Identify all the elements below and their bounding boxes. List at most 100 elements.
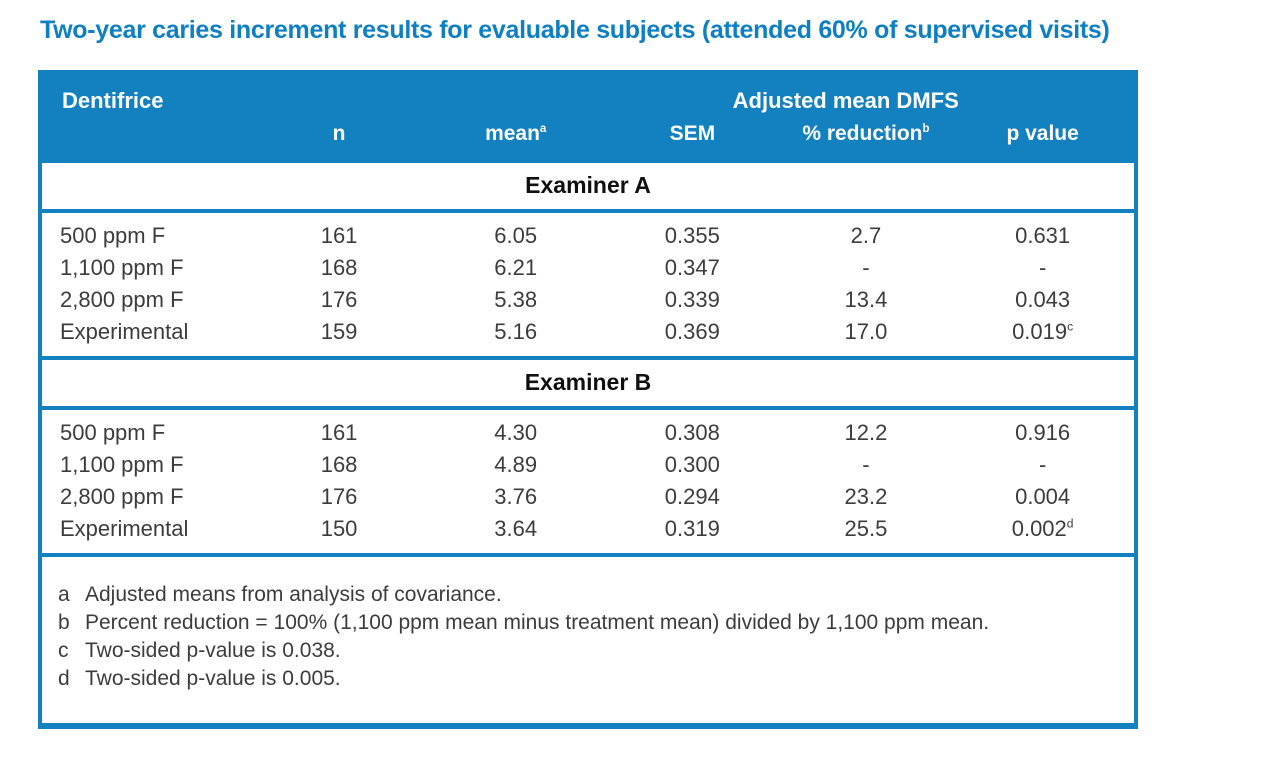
cell-sem: 0.308 — [604, 408, 781, 449]
cell-n: 176 — [250, 481, 428, 513]
table-row: 2,800 ppm F 176 3.76 0.294 23.2 0.004 — [40, 481, 1136, 513]
footnote-ref-a: a — [539, 123, 547, 135]
cell-pvalue: 0.631 — [951, 211, 1136, 252]
section-examiner-a: Examiner A 500 ppm F 161 6.05 0.355 2.7 … — [40, 159, 1136, 358]
col-group-adjusted-mean-dmfs: Adjusted mean DMFS — [427, 72, 1136, 118]
cell-dentifrice: 1,100 ppm F — [40, 252, 251, 284]
section-band: Examiner A — [40, 159, 1136, 213]
cell-sem: 0.355 — [604, 211, 781, 252]
footnote-text: Adjusted means from analysis of covarian… — [85, 583, 502, 606]
footnotes-cell: a Adjusted means from analysis of covari… — [40, 553, 1136, 726]
cell-sem: 0.294 — [604, 481, 781, 513]
cell-reduction: 12.2 — [780, 408, 952, 449]
cell-dentifrice: Experimental — [40, 316, 251, 358]
cell-mean: 6.21 — [427, 252, 605, 284]
pvalue-text: 0.043 — [1015, 287, 1071, 312]
cell-mean: 4.89 — [427, 449, 605, 481]
col-header-mean-label: mean — [485, 122, 540, 145]
cell-reduction: 13.4 — [780, 284, 952, 316]
footnote-marker: a — [58, 583, 70, 606]
table-title: Two-year caries increment results for ev… — [40, 16, 1110, 44]
cell-dentifrice: Experimental — [40, 513, 251, 555]
col-header-spacer — [40, 118, 251, 161]
cell-n: 176 — [250, 284, 428, 316]
cell-pvalue: 0.043 — [951, 284, 1136, 316]
cell-dentifrice: 500 ppm F — [40, 211, 251, 252]
footnote-ref-d: d — [1066, 516, 1074, 531]
table-header: Dentifrice Adjusted mean DMFS n meana SE… — [40, 72, 1136, 161]
cell-reduction: 17.0 — [780, 316, 952, 358]
footnote-b: b Percent reduction = 100% (1,100 ppm me… — [58, 609, 1118, 637]
cell-dentifrice: 1,100 ppm F — [40, 449, 251, 481]
pvalue-text: - — [1038, 255, 1047, 280]
cell-dentifrice: 500 ppm F — [40, 408, 251, 449]
cell-pvalue: 0.916 — [951, 408, 1136, 449]
cell-reduction: 23.2 — [780, 481, 952, 513]
pvalue-text: 0.916 — [1015, 420, 1071, 445]
pvalue-text: 0.004 — [1015, 484, 1071, 509]
footnote-a: a Adjusted means from analysis of covari… — [58, 581, 1118, 609]
cell-n: 168 — [250, 449, 428, 481]
cell-n: 161 — [250, 211, 428, 252]
cell-pvalue: 0.002d — [951, 513, 1136, 555]
cell-sem: 0.347 — [604, 252, 781, 284]
cell-sem: 0.300 — [604, 449, 781, 481]
col-header-sem: SEM — [604, 118, 781, 161]
col-header-sem-label: SEM — [669, 122, 716, 145]
cell-n: 161 — [250, 408, 428, 449]
section-examiner-b: Examiner B 500 ppm F 161 4.30 0.308 12.2… — [40, 356, 1136, 555]
col-header-reduction-label: % reduction — [802, 122, 923, 145]
table-row: 500 ppm F 161 4.30 0.308 12.2 0.916 — [40, 408, 1136, 449]
cell-sem: 0.369 — [604, 316, 781, 358]
cell-n: 159 — [250, 316, 428, 358]
section-title-examiner-a: Examiner A — [40, 159, 1136, 213]
cell-pvalue: - — [951, 449, 1136, 481]
footnote-d: d Two-sided p-value is 0.005. — [58, 665, 1118, 693]
col-header-n: n — [250, 118, 428, 161]
cell-pvalue: 0.004 — [951, 481, 1136, 513]
footnote-text: Two-sided p-value is 0.038. — [85, 639, 341, 662]
cell-mean: 3.64 — [427, 513, 605, 555]
cell-reduction: 25.5 — [780, 513, 952, 555]
footnote-c: c Two-sided p-value is 0.038. — [58, 637, 1118, 665]
col-header-reduction: % reductionb — [780, 118, 952, 161]
footnote-marker: d — [58, 667, 70, 690]
footnote-text: Two-sided p-value is 0.005. — [85, 667, 341, 690]
cell-mean: 3.76 — [427, 481, 605, 513]
cell-sem: 0.339 — [604, 284, 781, 316]
cell-n: 150 — [250, 513, 428, 555]
cell-reduction: - — [780, 449, 952, 481]
caries-results-table: Dentifrice Adjusted mean DMFS n meana SE… — [38, 70, 1138, 729]
footnotes-section: a Adjusted means from analysis of covari… — [40, 553, 1136, 726]
cell-reduction: 2.7 — [780, 211, 952, 252]
cell-mean: 6.05 — [427, 211, 605, 252]
pvalue-text: - — [1038, 452, 1047, 477]
col-header-mean: meana — [427, 118, 605, 161]
cell-sem: 0.319 — [604, 513, 781, 555]
cell-mean: 5.38 — [427, 284, 605, 316]
footnote-ref-b: b — [922, 123, 930, 135]
footnote-ref-c: c — [1067, 319, 1074, 334]
col-header-pvalue-label: p value — [1006, 122, 1079, 145]
col-header-n-label: n — [332, 122, 346, 145]
pvalue-text: 0.631 — [1015, 223, 1071, 248]
table-row: 500 ppm F 161 6.05 0.355 2.7 0.631 — [40, 211, 1136, 252]
cell-dentifrice: 2,800 ppm F — [40, 481, 251, 513]
table-row: 2,800 ppm F 176 5.38 0.339 13.4 0.043 — [40, 284, 1136, 316]
cell-mean: 5.16 — [427, 316, 605, 358]
cell-pvalue: 0.019c — [951, 316, 1136, 358]
cell-dentifrice: 2,800 ppm F — [40, 284, 251, 316]
table-row: 1,100 ppm F 168 4.89 0.300 - - — [40, 449, 1136, 481]
pvalue-text: 0.019 — [1012, 319, 1068, 344]
section-title-examiner-b: Examiner B — [40, 356, 1136, 410]
col-header-pvalue: p value — [951, 118, 1136, 161]
footnote-marker: b — [58, 611, 70, 634]
cell-pvalue: - — [951, 252, 1136, 284]
footnote-text: Percent reduction = 100% (1,100 ppm mean… — [85, 611, 990, 634]
section-band: Examiner B — [40, 356, 1136, 410]
cell-n: 168 — [250, 252, 428, 284]
cell-mean: 4.30 — [427, 408, 605, 449]
table-row: Experimental 159 5.16 0.369 17.0 0.019c — [40, 316, 1136, 358]
data-table: Dentifrice Adjusted mean DMFS n meana SE… — [38, 70, 1138, 729]
